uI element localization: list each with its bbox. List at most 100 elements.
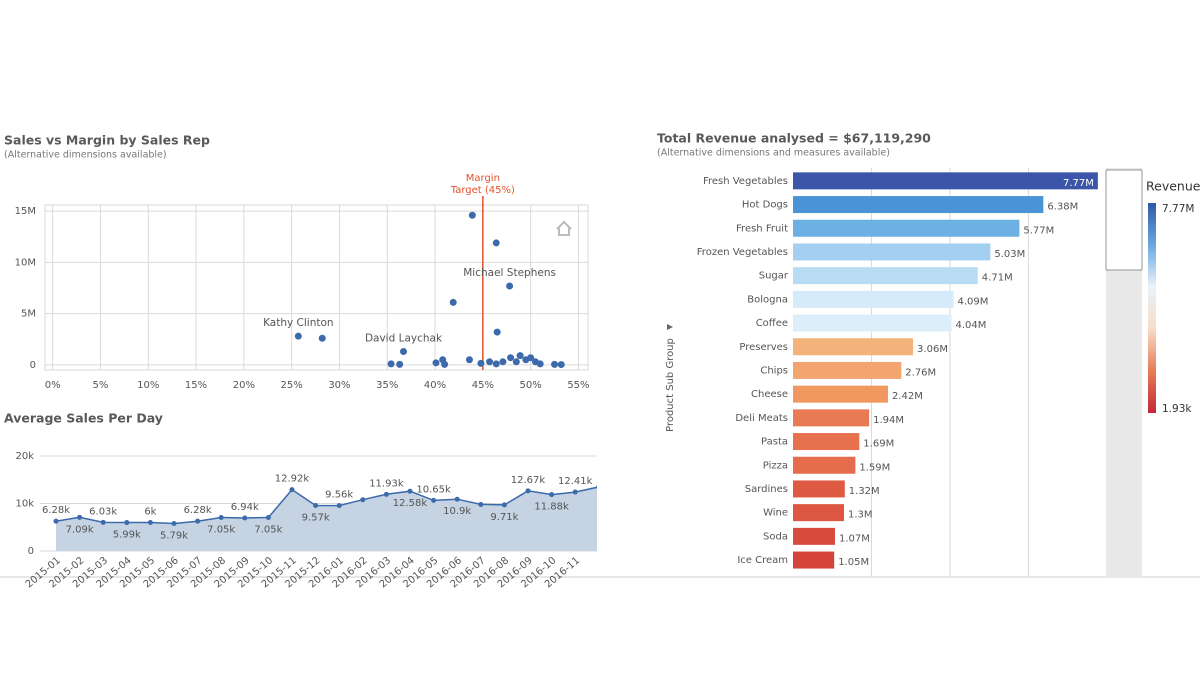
data-point [441,360,449,368]
y-tick-label: 20k [15,451,34,462]
data-point [507,354,515,362]
data-point [171,520,177,526]
category-label: Sugar [759,271,789,282]
bar [793,504,845,522]
chart-title: Average Sales Per Day [4,411,163,426]
data-point [536,360,544,368]
data-label: 9.71k [490,512,518,523]
data-point [501,502,507,508]
dimension-menu[interactable] [667,324,673,330]
x-tick-label: 45% [472,380,494,391]
data-label: 4.71M [982,273,1013,284]
data-label: 7.77M [1063,178,1094,189]
scrollbar-thumb[interactable] [1105,169,1143,271]
legend-title: Revenue [1146,179,1200,194]
data-point [516,352,524,360]
data-point [527,354,535,362]
data-label: 5.99k [113,530,141,541]
y-tick-label: 0 [30,360,36,371]
category-label: Pasta [761,437,788,448]
data-point [492,239,500,247]
x-tick-label: 50% [520,380,542,391]
data-point [313,503,319,509]
data-point [336,503,342,509]
data-point [493,328,501,336]
category-label: Pizza [763,460,788,471]
data-label: 11.93k [369,478,404,489]
data-point [468,211,476,219]
bar [793,314,952,332]
data-label: 6.28k [184,505,212,516]
bar [793,361,902,379]
data-point [596,485,597,489]
y-tick-label: 5M [21,309,36,320]
data-point [218,515,224,521]
data-label: 1.07M [839,533,870,544]
chart-subtitle: (Alternative dimensions available) [4,150,167,161]
reference-label: Target (45%) [450,185,515,196]
home-button[interactable] [556,220,572,236]
x-tick-label: 10% [137,380,159,391]
bar [793,338,914,356]
line [55,486,597,525]
bar [793,409,870,427]
data-point [360,497,366,503]
category-label: Coffee [756,318,788,329]
x-tick-label: 35% [376,380,398,391]
data-label: 7.05k [207,525,235,536]
data-point [431,497,437,503]
area [56,487,597,551]
data-label: 5.77M [1023,225,1054,236]
data-label: 4.04M [956,320,987,331]
data-point [454,496,460,502]
data-label: 7.09k [66,524,94,535]
category-label: Fresh Vegetables [703,176,788,187]
data-label: 1.94M [873,415,904,426]
category-label: Sardines [745,484,788,495]
x-tick-label: 5% [93,380,109,391]
data-point [318,334,326,342]
category-label: Bologna [747,294,788,305]
data-point [432,359,440,367]
bar [793,196,1044,214]
bar [793,456,856,474]
data-point [486,358,494,366]
legend-min-label: 1.93k [1162,403,1192,415]
data-point [100,519,106,525]
data-point [492,360,500,368]
data-point [396,360,404,368]
bar [793,551,835,569]
data-label: 1.69M [863,439,894,450]
category-label: Frozen Vegetables [697,247,788,258]
data-point [289,487,295,493]
data-label: 5.79k [160,530,188,541]
data-label: 3.06M [917,344,948,355]
data-point [294,332,302,340]
data-point [407,488,413,494]
data-label: 7.05k [254,525,282,536]
data-point [506,282,514,290]
data-point [465,356,473,364]
data-point [572,489,578,495]
category-label: Deli Meats [735,413,788,424]
data-label: 5.03M [994,249,1025,260]
category-label: Hot Dogs [742,200,788,211]
category-label: Preserves [739,342,788,353]
data-label: 1.59M [859,462,890,473]
data-label: 12.58k [393,498,428,509]
data-point [383,491,389,497]
x-tick-label: 55% [567,380,589,391]
category-label: Soda [763,531,788,542]
data-point [242,515,248,521]
point-label: Michael Stephens [463,267,556,279]
data-point [477,359,485,367]
bar [793,267,978,285]
data-label: 1.05M [838,557,869,568]
plot-frame [44,204,589,371]
data-point [512,358,520,366]
data-point [551,360,559,368]
data-label: 11.88k [534,502,569,513]
legend-scale [1148,203,1156,413]
x-tick-label: 15% [185,380,207,391]
